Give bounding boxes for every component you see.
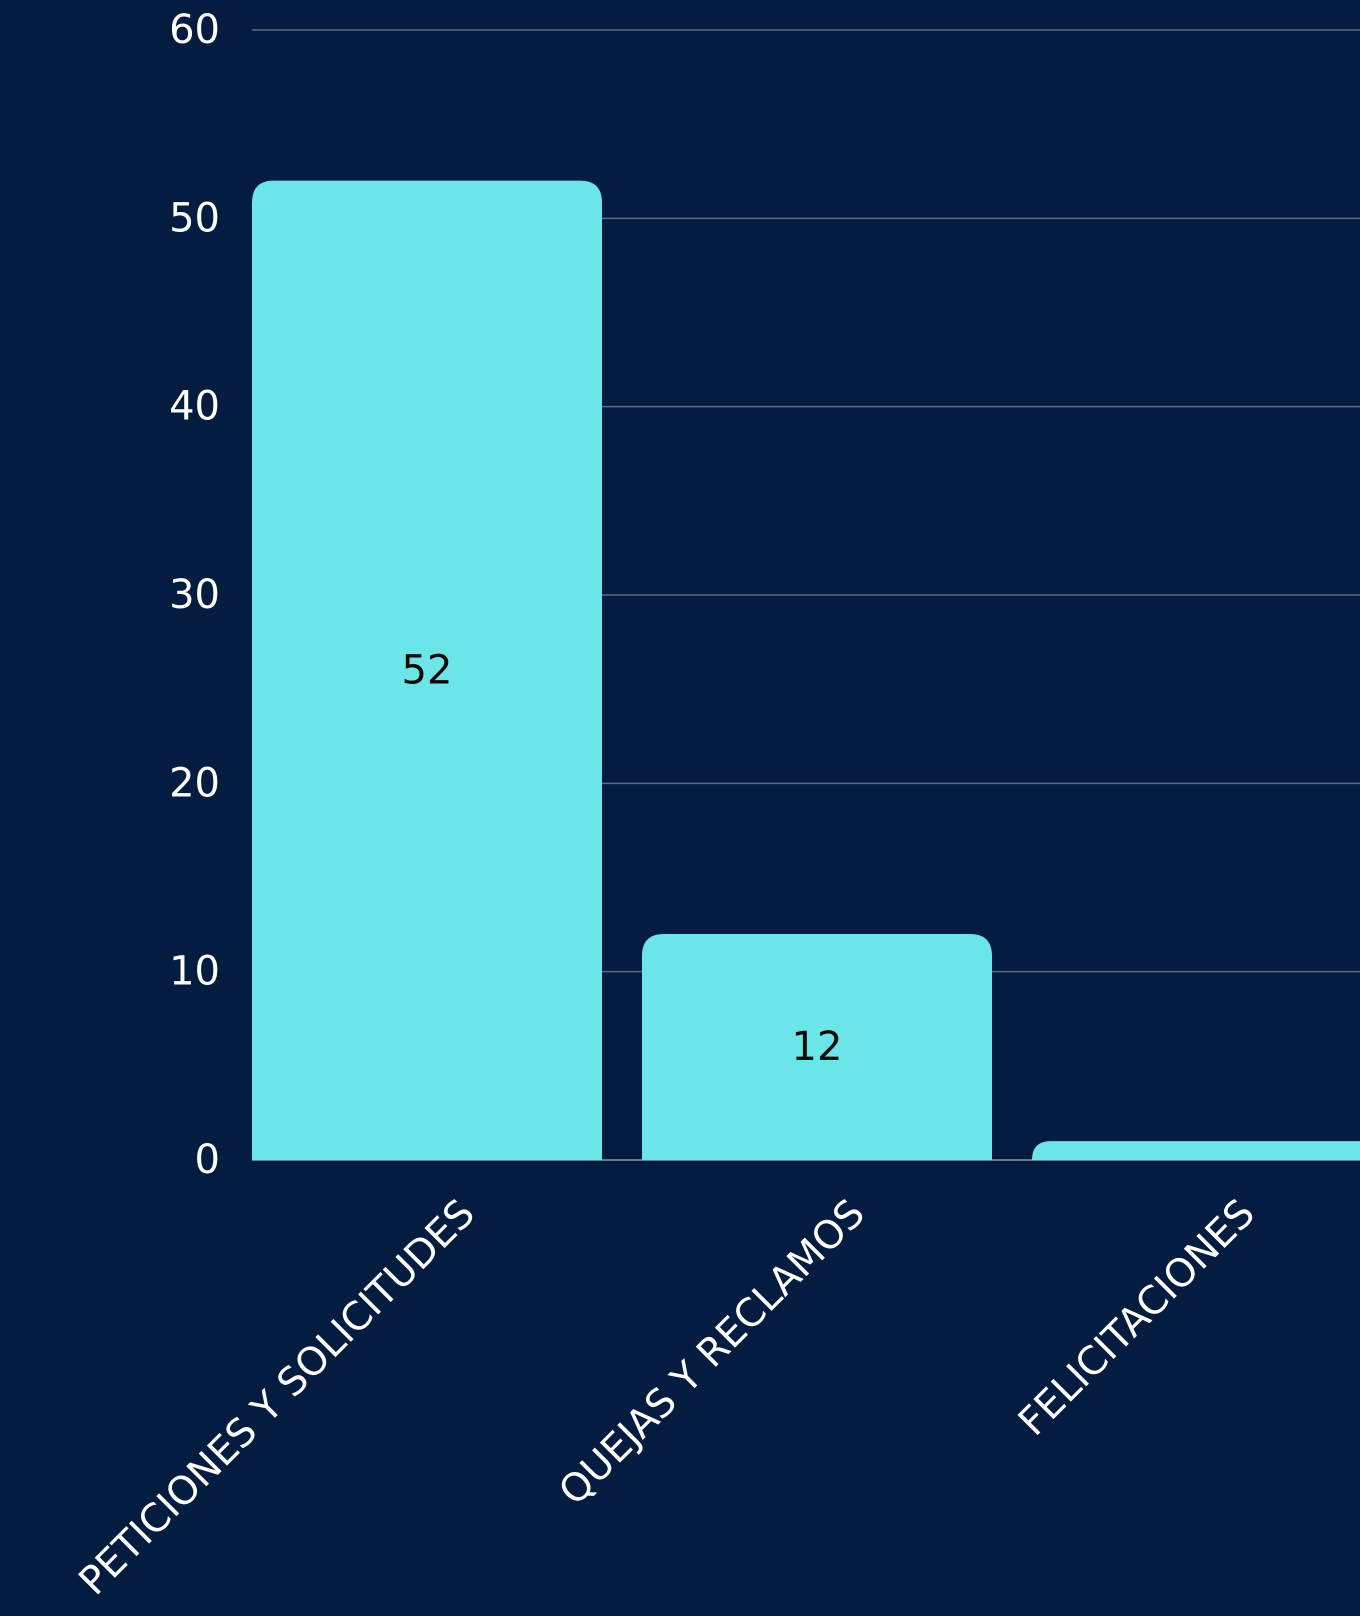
y-tick-label: 20 <box>169 760 220 806</box>
y-tick-label: 30 <box>169 572 220 618</box>
bar <box>252 180 602 1160</box>
data-label: 12 <box>792 1024 843 1070</box>
y-tick-label: 10 <box>169 949 220 995</box>
bar <box>1032 1141 1360 1160</box>
bar <box>642 934 992 1160</box>
bars <box>252 180 1360 1160</box>
y-tick-label: 60 <box>169 7 220 53</box>
y-tick-label: 50 <box>169 195 220 241</box>
y-tick-label: 0 <box>195 1137 220 1183</box>
y-tick-label: 40 <box>169 384 220 430</box>
data-label: 52 <box>402 647 453 693</box>
data-labels: 52 12 <box>402 647 843 1070</box>
y-axis-ticks: 0 10 20 30 40 50 60 <box>169 7 220 1183</box>
